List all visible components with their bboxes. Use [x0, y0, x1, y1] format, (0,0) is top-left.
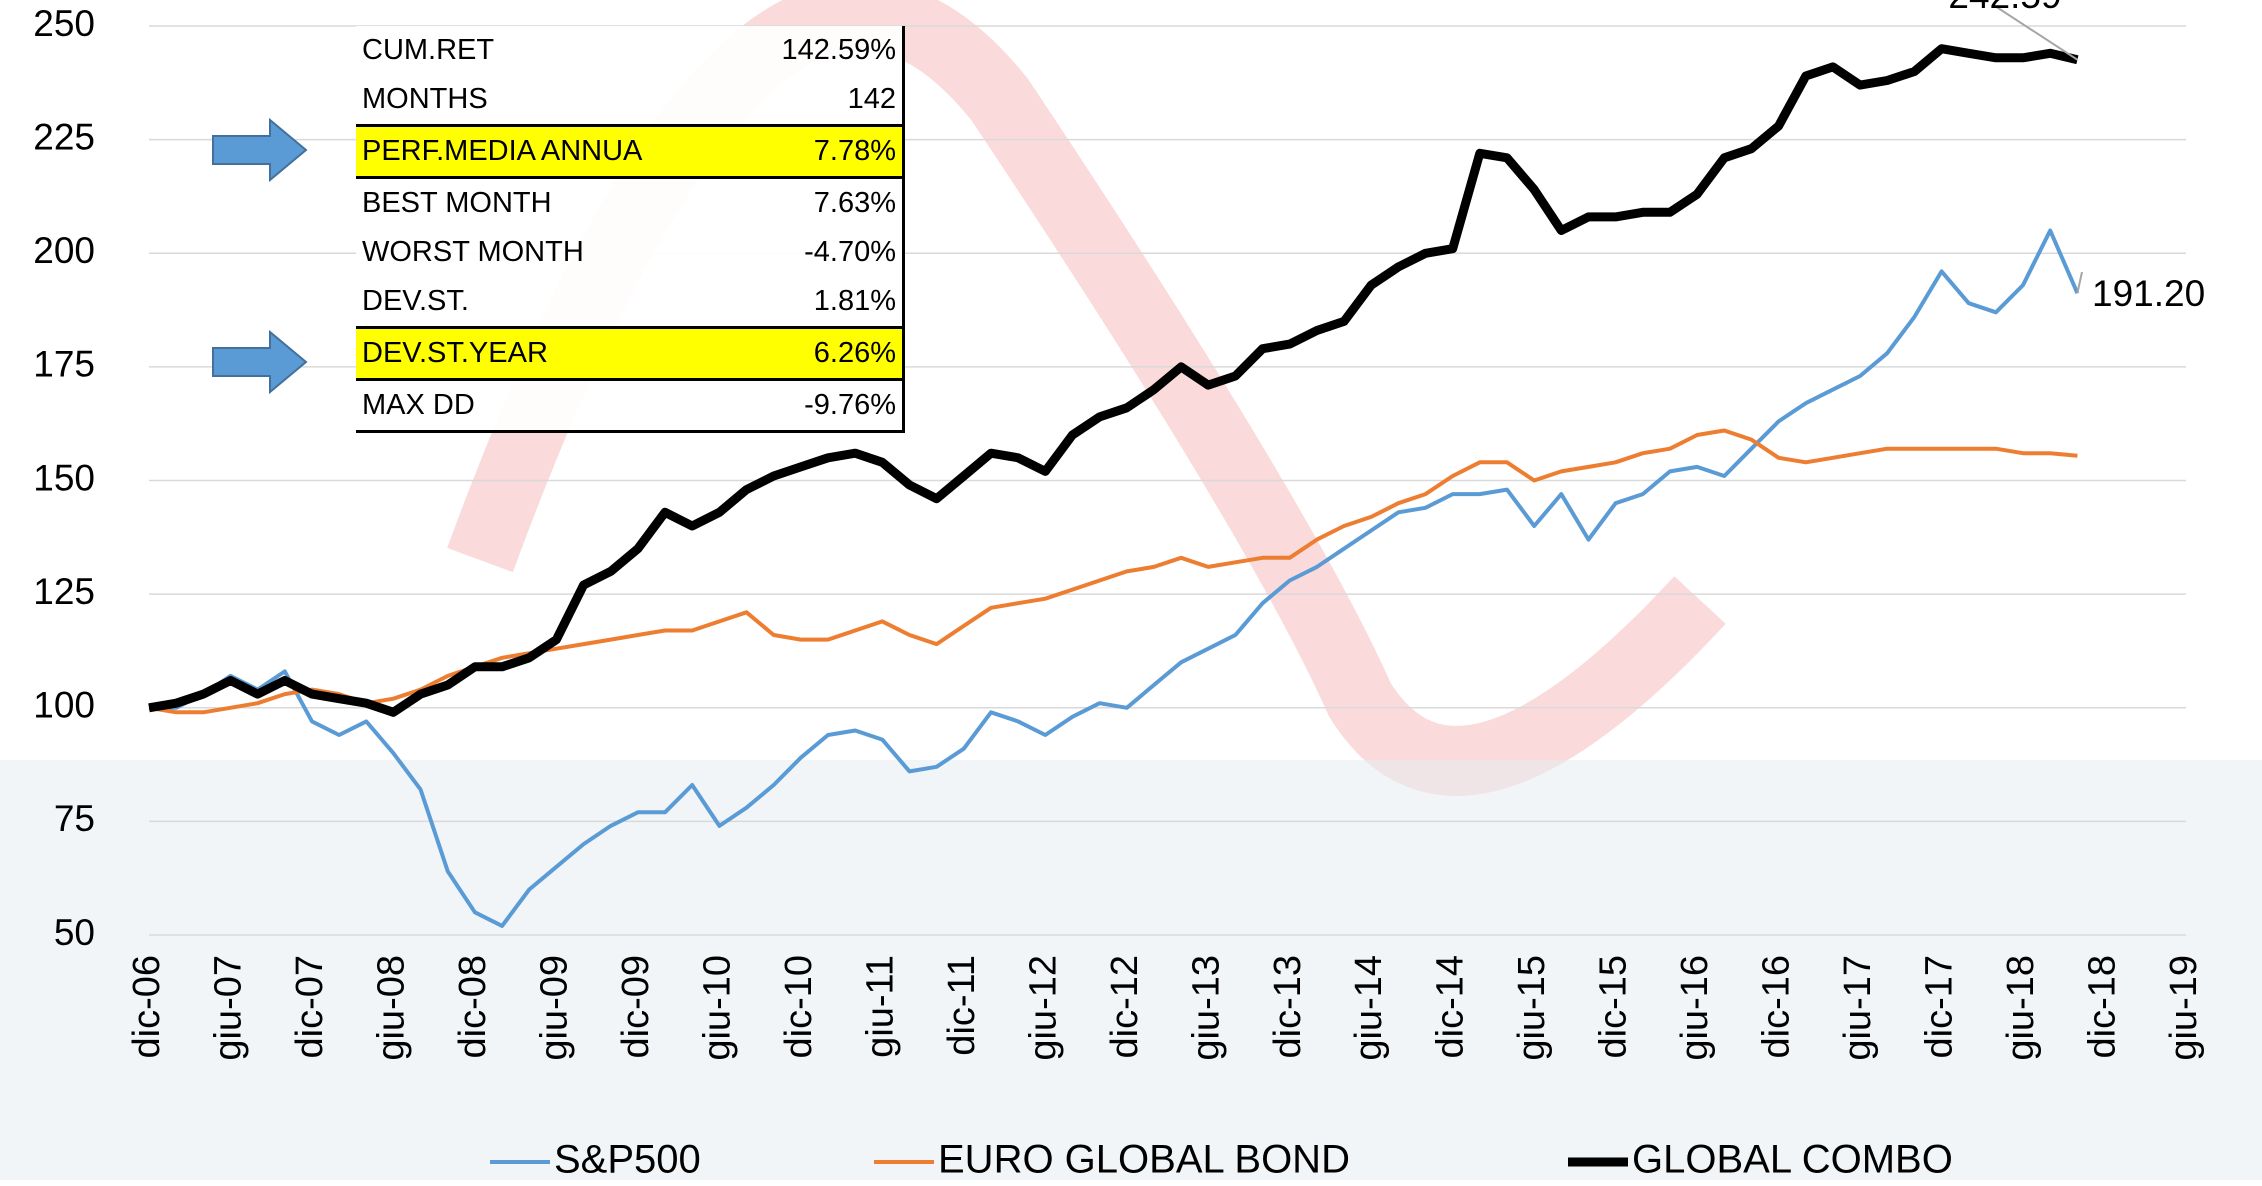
stat-label: PERF.MEDIA ANNUA [356, 126, 737, 178]
table-row: WORST MONTH-4.70% [356, 228, 904, 277]
x-tick-label: dic-10 [778, 955, 820, 1059]
legend-label: GLOBAL COMBO [1632, 1138, 1953, 1182]
x-tick-label: dic-06 [126, 955, 168, 1059]
page: 50 75 100 125 150 175 200 225 250 dic-06 giu-07 dic… [0, 0, 2262, 1186]
x-tick-label: dic-14 [1430, 955, 1472, 1059]
y-tick-label: 75 [54, 798, 95, 839]
x-tick-label: giu-08 [370, 955, 412, 1061]
stat-label: MAX DD [356, 380, 737, 432]
x-tick-label: dic-07 [289, 955, 331, 1059]
data-label: 242.59 [1948, 0, 2061, 16]
x-tick-label: giu-19 [2163, 955, 2205, 1061]
stat-value: 142 [737, 75, 904, 126]
stat-value: -4.70% [737, 228, 904, 277]
leader-line [2077, 272, 2082, 293]
stat-value: 7.63% [737, 178, 904, 229]
stat-label: WORST MONTH [356, 228, 737, 277]
table-row: MAX DD-9.76% [356, 380, 904, 432]
x-tick-label: giu-17 [1837, 955, 1879, 1061]
stat-label: DEV.ST.YEAR [356, 328, 737, 380]
x-tick-label: giu-14 [1348, 955, 1390, 1061]
x-tick-label: giu-16 [1674, 955, 1716, 1061]
stat-label: DEV.ST. [356, 277, 737, 328]
y-tick-label: 150 [33, 457, 95, 498]
x-tick-label: dic-15 [1593, 955, 1635, 1059]
legend-label: EURO GLOBAL BOND [938, 1138, 1350, 1182]
stat-label: CUM.RET [356, 26, 737, 75]
x-tick-label: dic-16 [1756, 955, 1798, 1059]
legend-label: S&P500 [554, 1138, 701, 1182]
table-row: DEV.ST.1.81% [356, 277, 904, 328]
x-tick-label: dic-09 [615, 955, 657, 1059]
x-tick-label: giu-15 [1511, 955, 1553, 1061]
stat-label: BEST MONTH [356, 178, 737, 229]
stat-value: 1.81% [737, 277, 904, 328]
x-tick-label: dic-08 [452, 955, 494, 1059]
chart: 50 75 100 125 150 175 200 225 250 dic-06 giu-07 dic… [0, 0, 2262, 1186]
x-tick-label: giu-11 [859, 955, 901, 1058]
x-tick-label: giu-12 [1022, 955, 1064, 1061]
data-label: 191.20 [2092, 273, 2205, 314]
x-tick-label: giu-13 [1185, 955, 1227, 1061]
x-tick-label: giu-07 [208, 955, 250, 1061]
y-tick-label: 100 [33, 685, 95, 726]
x-tick-label: dic-17 [1919, 955, 1961, 1059]
series-line [149, 431, 2077, 713]
y-tick-label: 125 [33, 571, 95, 612]
y-tick-label: 50 [54, 912, 95, 953]
x-tick-label: giu-18 [2000, 955, 2042, 1061]
x-tick-label: dic-13 [1267, 955, 1309, 1059]
y-tick-label: 225 [33, 116, 95, 157]
x-tick-label: dic-11 [941, 955, 983, 1056]
y-tick-label: 200 [33, 230, 95, 271]
stat-value: 6.26% [737, 328, 904, 380]
stat-value: 142.59% [737, 26, 904, 75]
y-tick-label: 250 [33, 3, 95, 44]
y-tick-label: 175 [33, 344, 95, 385]
x-tick-label: dic-12 [1104, 955, 1146, 1059]
x-tick-label: dic-18 [2082, 955, 2124, 1059]
x-tick-label: giu-09 [533, 955, 575, 1061]
stat-label: MONTHS [356, 75, 737, 126]
stat-value: -9.76% [737, 380, 904, 432]
x-tick-label: giu-10 [696, 955, 738, 1061]
stat-value: 7.78% [737, 126, 904, 178]
